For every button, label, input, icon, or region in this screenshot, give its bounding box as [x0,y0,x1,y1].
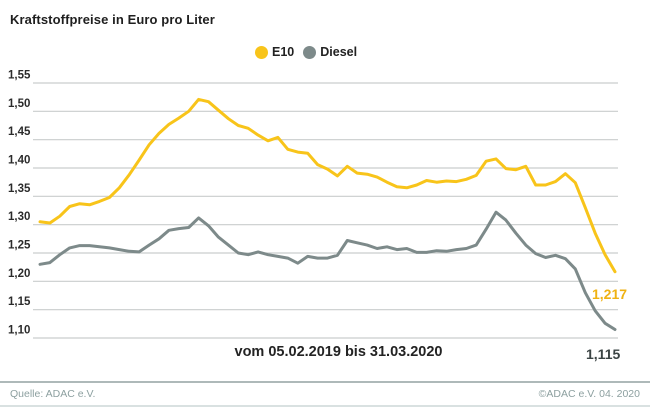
copyright-label: ©ADAC e.V. 04. 2020 [538,388,640,400]
end-value-label-e10: 1,217 [592,286,627,302]
legend-item-e10: E10 [255,45,294,59]
y-axis-tick-label: 1,15 [8,296,31,308]
y-axis-tick-label: 1,20 [8,268,30,280]
e10-series-dot-icon [255,45,268,59]
line-chart-svg: 1,55 1,50 1,45 1,40 1,35 1,30 1,25 1,20 1,15 1,10… [8,70,627,363]
y-axis-tick-label: 1,35 [8,183,31,195]
y-axis-tick-label: 1,30 [8,211,30,223]
y-axis-tick-label: 1,50 [8,98,30,110]
footer-bar: Quelle: ADAC e.V. ©ADAC e.V. 04. 2020 [0,381,650,407]
series-line-e10 [38,97,617,274]
legend-item-diesel: Diesel [303,45,357,59]
chart-area: 1,55 1,50 1,45 1,40 1,35 1,30 1,25 1,20 1,15 1,10… [8,70,627,363]
source-label: Quelle: ADAC e.V. [10,388,96,400]
series-line-diesel [38,210,617,331]
y-axis-tick-label: 1,25 [8,239,31,251]
y-axis-tick-label: 1,40 [8,154,30,166]
y-axis-tick-label: 1,10 [8,324,30,336]
chart-title: Kraftstoffpreise in Euro pro Liter [10,12,215,27]
legend-label-diesel: Diesel [320,45,358,59]
end-value-label-diesel: 1,115 [586,346,620,362]
legend-label-e10: E10 [272,45,295,59]
chart-legend: E10 Diesel [255,45,357,59]
date-range-label: vom 05.02.2019 bis 31.03.2020 [234,344,443,360]
y-axis-tick-label: 1,45 [8,126,31,138]
y-axis-tick-label: 1,55 [8,70,31,82]
diesel-series-dot-icon [303,45,317,59]
